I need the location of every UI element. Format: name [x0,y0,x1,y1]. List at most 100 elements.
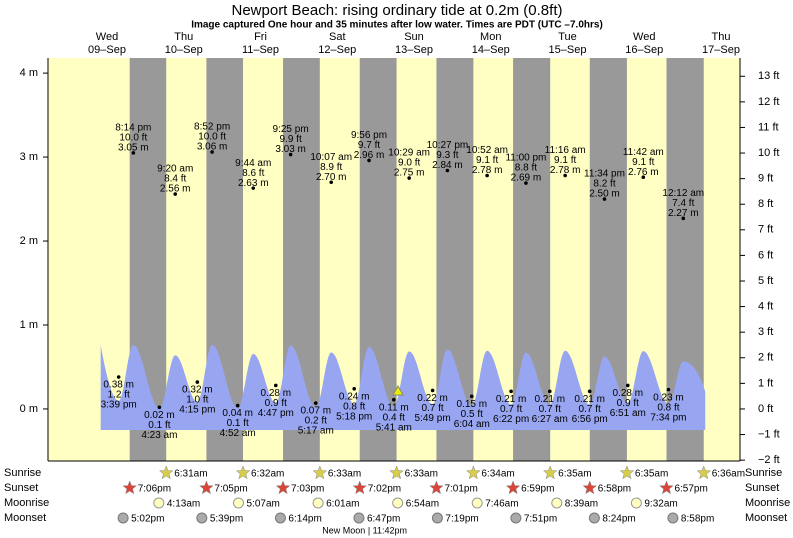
tide-m: 2.63 m [238,178,269,189]
sunrise-time: 6:31am [174,469,207,480]
sunrise-icon [158,465,174,480]
tide-m: 0.28 m [612,388,643,399]
tide-m: 3.03 m [275,144,306,155]
tide-point [273,383,278,388]
tide-m: 0.24 m [339,391,370,402]
tide-time: 10:52 am [466,145,508,156]
tide-time: 4:23 am [141,430,177,441]
moonset-icon [117,512,129,524]
moonset-icon [510,512,522,524]
moonset-time: 5:39pm [210,514,243,525]
current-marker [392,384,404,396]
moonrise-time: 5:07am [246,499,279,510]
tide-point [587,389,592,394]
tide-point [547,389,552,394]
tide-point [666,387,671,392]
chart-subtitle: Image captured One hour and 35 minutes a… [191,20,603,31]
tide-point [157,405,162,410]
tide-ft: 0.7 ft [579,404,601,415]
tide-point [116,375,121,379]
tide-ft: 0.7 ft [500,404,522,415]
sunset-icon [505,480,521,495]
moonset-time: 5:02pm [131,514,164,525]
sunrise-time: 6:34am [481,469,514,480]
tide-time: 9:56 pm [351,130,387,141]
row-label: Moonrise [4,497,49,509]
tide-time: 9:25 pm [273,124,309,135]
sunset-time: 6:58pm [598,484,631,495]
tide-m: 3.06 m [197,142,228,153]
tide-point [210,150,214,154]
tide-ft: 8.6 ft [242,168,264,179]
tide-m: 2.69 m [511,173,542,184]
sunset-time: 7:05pm [214,484,247,495]
sunset-icon [582,480,598,495]
y2-tick-label: 6 ft [758,249,773,261]
tide-point [195,380,200,384]
tide-time: 11:42 am [623,147,664,158]
weekday-label: Wed [96,31,118,43]
tide-time: 7:34 pm [650,412,686,423]
y2-tick-label: 2 ft [758,352,773,364]
tide-time: 5:18 pm [336,411,372,422]
moonrise-icon [232,497,244,509]
tide-point [430,388,435,393]
tide-point [367,158,371,163]
row-label: Sunrise [745,467,782,479]
date-label: 13–Sep [395,44,433,56]
tide-ft: 0.2 ft [305,416,327,427]
tide-time: 12:12 am [662,188,704,199]
tide-point [131,151,136,155]
moonset-icon [588,512,600,524]
tide-m: 2.70 m [316,172,347,183]
row-label: Moonset [4,512,46,524]
sunset-time: 7:02pm [368,484,401,495]
tide-time: 4:52 am [220,428,256,439]
tide-ft: 1.2 ft [108,390,130,401]
tide-ft: 0.9 ft [617,398,639,409]
plot-foreground: 0 m 1 m 2 m 3 m 4 m −2 ft −1 ft 0 ft 1 ft 2 ft 3 f… [4,31,790,535]
sunrise-icon [312,465,328,480]
moonrise-time: 9:32am [644,499,677,510]
date-label: 10–Sep [165,44,203,56]
tide-time: 9:20 am [157,164,193,175]
tide-m: 2.96 m [354,150,385,161]
weekday-label: Wed [633,31,655,43]
date-label: 09–Sep [88,44,126,56]
tide-m: 2.75 m [394,168,425,179]
tide-m: 2.78 m [472,165,503,176]
tide-time: 10:07 am [310,152,352,163]
y2-tick-label: 13 ft [758,70,779,82]
tide-time: 6:51 am [610,408,646,419]
sunset-time: 7:03pm [291,484,324,495]
sunset-icon [352,480,368,495]
weekday-label: Mon [480,31,501,43]
moonset-icon [667,512,679,524]
sunset-time: 7:01pm [444,484,477,495]
y2-tick-label: −1 ft [758,428,780,440]
sunrise-time: 6:35am [558,469,591,480]
moonrise-icon [312,497,324,509]
moonrise-time: 7:46am [485,499,518,510]
tide-m: 3.05 m [118,143,149,154]
moonrise-icon [551,497,563,509]
y2-tick-label: 7 ft [758,224,773,236]
moonset-time: 6:14pm [288,514,321,525]
chart-title: Newport Beach: rising ordinary tide at 0… [232,2,563,19]
tide-point [602,197,607,201]
tide-time: 5:17 am [298,426,334,437]
tide-ft: 9.1 ft [554,155,576,166]
tide-point [445,168,450,173]
tide-point [509,389,513,394]
tide-point [251,186,256,190]
tide-time: 6:22 pm [493,414,529,425]
date-label: 15–Sep [549,44,587,56]
y-tick-label: 0 m [20,403,38,415]
moonrise-time: 8:39am [565,499,598,510]
tide-time: 5:49 pm [415,413,451,424]
moonset-icon [353,512,365,524]
tide-time: 9:44 am [235,158,271,169]
tide-time: 8:14 pm [115,123,151,134]
tide-ft: 8.8 ft [515,163,537,174]
tide-ft: 7.4 ft [672,198,694,209]
